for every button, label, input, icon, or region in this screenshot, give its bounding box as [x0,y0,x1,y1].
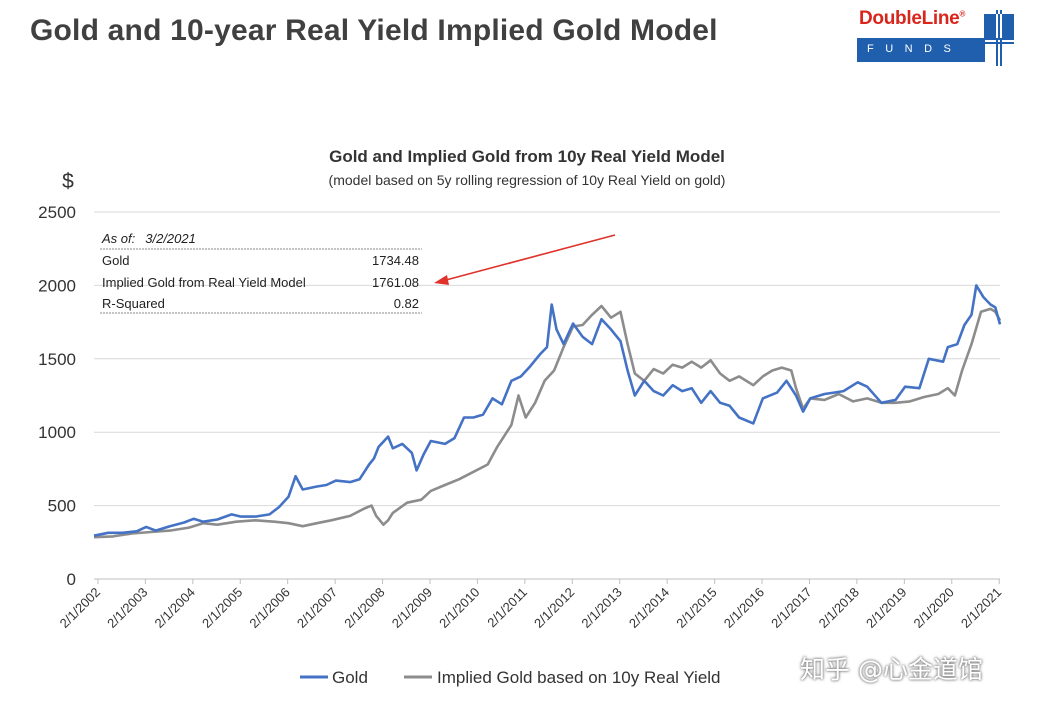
stats-label-gold: Gold [102,253,129,268]
x-tick-label: 2/1/2014 [626,585,672,631]
y-axis-label: $ [62,170,74,193]
x-tick-label: 2/1/2015 [673,585,719,631]
watermark: 知乎 @心金道馆 [800,655,983,684]
chart-title: Gold and Implied Gold from 10y Real Yiel… [329,147,725,166]
x-tick-label: 2/1/2018 [816,585,862,631]
legend-label-gold: Gold [332,668,368,687]
legend: Gold Implied Gold based on 10y Real Yiel… [300,668,721,687]
x-tick-label: 2/1/2019 [863,585,909,631]
x-tick-label: 2/1/2016 [721,585,767,631]
stats-value-rsquared: 0.82 [394,296,419,311]
x-tick-label: 2/1/2010 [436,585,482,631]
logo-wordmark: DoubleLine [859,8,960,29]
x-tick-label: 2/1/2012 [531,585,577,631]
svg-text:As of:3/2/2021: As of: 3/2/2021 [101,231,196,246]
as-of-date: 3/2/2021 [145,231,196,246]
x-tick-label: 2/1/2003 [104,585,150,631]
logo-cross-icon [984,10,1014,66]
y-tick-label: 2000 [38,276,76,295]
x-tick-label: 2/1/2005 [199,585,245,631]
x-tick-label: 2/1/2008 [341,585,387,631]
annotation-arrow [434,234,616,285]
logo-registered-mark: ® [959,9,966,19]
annotation-arrow-line [445,234,616,281]
chart-subtitle: (model based on 5y rolling regression of… [329,172,726,188]
stats-box: As of: 3/2/2021 Gold 1734.48 Implied Gold… [100,231,422,314]
annotation-arrow-head [434,275,449,285]
x-tick-label: 2/1/2007 [294,585,340,631]
x-tick-label: 2/1/2020 [911,585,957,631]
y-tick-label: 1500 [38,350,76,369]
as-of-label: As of: [101,231,136,246]
y-tick-label: 500 [48,497,76,516]
logo-subtext: FUNDS [867,43,963,55]
x-tick-label: 2/1/2011 [484,585,530,631]
page-title: Gold and 10-year Real Yield Implied Gold… [30,14,718,47]
x-tick-label: 2/1/2004 [152,585,198,631]
y-tick-label: 0 [67,570,76,589]
x-tick-label: 2/1/2017 [768,585,814,631]
y-tick-label: 2500 [38,203,76,222]
doubleline-logo: DoubleLine® FUNDS [857,8,1014,66]
gold-series-line [93,284,1002,537]
stats-value-implied: 1761.08 [372,275,419,290]
x-tick-label: 2/1/2013 [578,585,624,631]
x-tick-label: 2/1/2002 [57,585,103,631]
x-tick-label: 2/1/2006 [246,585,292,631]
legend-label-implied: Implied Gold based on 10y Real Yield [437,668,721,687]
x-tick-label: 2/1/2009 [389,585,435,631]
stats-label-rsquared: R-Squared [102,296,165,311]
stats-label-implied: Implied Gold from Real Yield Model [102,275,306,290]
implied-gold-series-line [93,304,1002,539]
logo-bar [857,38,985,62]
stats-value-gold: 1734.48 [372,253,419,268]
y-tick-label: 1000 [38,423,76,442]
x-tick-label: 2/1/2021 [958,585,1004,631]
